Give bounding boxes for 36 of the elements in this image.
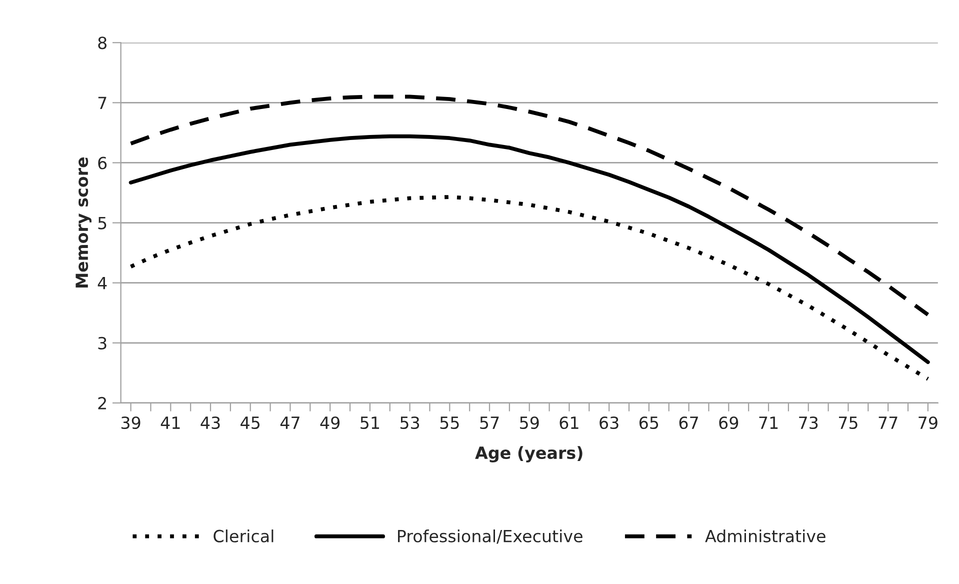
x-tick-label: 53: [400, 416, 420, 430]
x-tick-label: 79: [918, 416, 938, 430]
x-tick-label: 69: [719, 416, 738, 430]
x-tick-label: 61: [560, 416, 578, 430]
y-tick-label: 8: [98, 36, 106, 50]
x-tick-label: 75: [838, 416, 858, 430]
y-tick-label: 7: [98, 96, 106, 110]
x-tick-label: 45: [240, 416, 260, 430]
x-tick-label: 59: [520, 416, 539, 430]
x-tick-label: 77: [878, 416, 898, 429]
legend-label: Clerical: [214, 530, 274, 542]
x-tick-label: 63: [600, 416, 618, 430]
x-axis-title: Age (years): [475, 446, 582, 462]
line-series: [128, 134, 930, 364]
y-tick-label: 4: [98, 277, 107, 290]
y-axis-title: Memory score: [76, 157, 92, 288]
y-tick-label: 5: [98, 216, 106, 230]
line-series: [128, 195, 930, 381]
legend-label: Professional/Executive: [398, 530, 582, 544]
x-tick-label: 65: [640, 416, 658, 430]
x-tick-label: 73: [799, 416, 818, 430]
x-tick-label: 55: [440, 416, 459, 430]
x-tick-label: 41: [160, 416, 180, 429]
x-tick-label: 49: [320, 416, 340, 430]
x-tick-label: 71: [759, 416, 778, 429]
line-series: [128, 94, 930, 317]
y-tick-label: 2: [98, 396, 106, 410]
legend-label: Administrative: [705, 530, 826, 542]
x-tick-label: 39: [121, 416, 140, 430]
x-tick-label: 47: [280, 416, 300, 429]
y-tick-label: 3: [98, 336, 106, 350]
x-tick-label: 43: [200, 416, 220, 430]
x-tick-label: 51: [360, 416, 380, 430]
y-tick-label: 6: [98, 156, 107, 170]
x-tick-label: 57: [480, 416, 499, 430]
x-tick-label: 67: [679, 416, 698, 430]
